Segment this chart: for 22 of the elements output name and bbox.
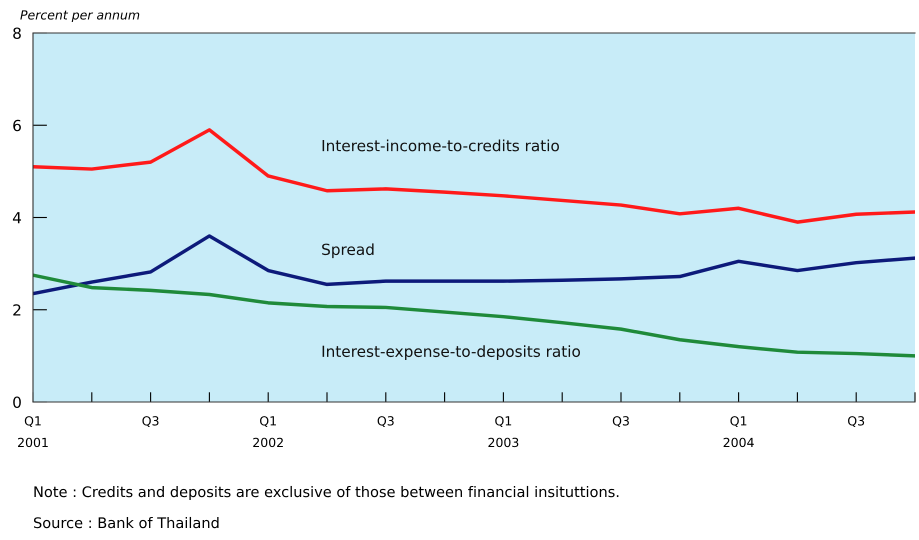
text: Note : Credits and deposits are exclusive of those between financial insituttions. xyxy=(34,486,618,500)
x-tick-label: Q3 xyxy=(848,416,864,427)
line-series xyxy=(33,273,915,358)
x-tick-label: Q1 2003 xyxy=(488,416,518,448)
series-label: Spread xyxy=(322,243,374,258)
y-tick-label: 4 xyxy=(12,212,22,224)
source-note: Source : Bank of Thailand xyxy=(34,516,219,528)
x-tick-label: Q3 xyxy=(612,416,629,427)
y-axis-title: Percent per annum xyxy=(20,10,140,22)
text: Interest-income-to-credits ratio xyxy=(322,140,559,152)
x-tick-label: Q1 2004 xyxy=(724,416,754,448)
y-tick-label: 8 xyxy=(13,27,21,40)
x-tick-label: Q3 xyxy=(378,416,394,427)
x-tick-label: Q3 xyxy=(142,416,158,427)
x-tick-label: Q1 2001 xyxy=(18,416,48,448)
y-tick-label: 2 xyxy=(13,304,20,316)
y-tick-label: 0 xyxy=(13,396,21,408)
line-series xyxy=(33,234,915,296)
series-label: Interest-expense-to-deposits ratio xyxy=(322,345,580,360)
y-tick-label: 6 xyxy=(13,120,21,132)
x-tick-label: Q1 2002 xyxy=(253,416,283,448)
line-series xyxy=(33,128,915,224)
